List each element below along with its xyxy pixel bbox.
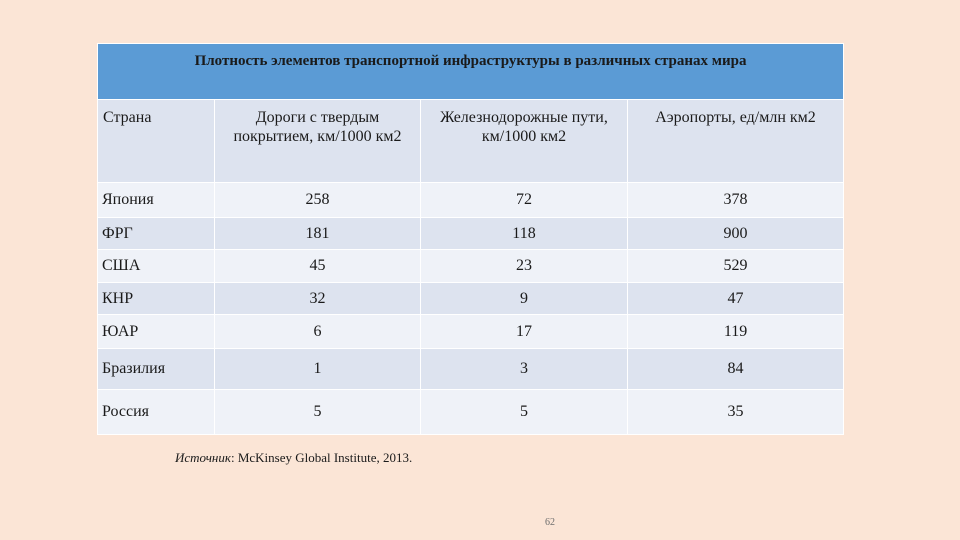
- cell-roads: 258: [214, 182, 421, 218]
- header-railways: Железнодорожные пути, км/1000 км2: [420, 99, 628, 183]
- cell-roads: 32: [214, 282, 421, 315]
- cell-railways: 72: [420, 182, 628, 218]
- table-row: США 45 23 529: [97, 249, 845, 283]
- cell-country: Япония: [97, 182, 215, 218]
- cell-railways: 17: [420, 314, 628, 349]
- cell-roads: 6: [214, 314, 421, 349]
- cell-airports: 529: [626, 249, 845, 283]
- source-note: Источник: McKinsey Global Institute, 201…: [175, 450, 412, 466]
- cell-roads: 5: [214, 389, 421, 435]
- cell-airports: 84: [626, 348, 845, 390]
- cell-airports: 378: [626, 182, 845, 218]
- cell-airports: 35: [626, 389, 845, 435]
- table-row: Бразилия 1 3 84: [97, 348, 845, 390]
- cell-country: США: [97, 249, 215, 283]
- table-title-row: Плотность элементов транспортной инфраст…: [96, 43, 845, 100]
- source-text: : McKinsey Global Institute, 2013.: [230, 450, 413, 465]
- cell-country: ЮАР: [97, 314, 215, 349]
- cell-railways: 5: [420, 389, 628, 435]
- cell-railways: 118: [420, 217, 628, 250]
- table-header-row: Страна Дороги с твердым покрытием, км/10…: [97, 99, 845, 183]
- infrastructure-table: Плотность элементов транспортной инфраст…: [96, 43, 845, 435]
- table-row: КНР 32 9 47: [97, 282, 845, 315]
- table-title: Плотность элементов транспортной инфраст…: [96, 43, 845, 100]
- cell-railways: 23: [420, 249, 628, 283]
- cell-airports: 119: [626, 314, 845, 349]
- header-country: Страна: [97, 99, 215, 183]
- cell-roads: 181: [214, 217, 421, 250]
- header-roads: Дороги с твердым покрытием, км/1000 км2: [214, 99, 421, 183]
- cell-airports: 47: [626, 282, 845, 315]
- table-row: ЮАР 6 17 119: [97, 314, 845, 349]
- cell-country: КНР: [97, 282, 215, 315]
- cell-country: Россия: [97, 389, 215, 435]
- table-row: Япония 258 72 378: [97, 182, 845, 218]
- cell-country: Бразилия: [97, 348, 215, 390]
- cell-country: ФРГ: [97, 217, 215, 250]
- cell-roads: 45: [214, 249, 421, 283]
- cell-roads: 1: [214, 348, 421, 390]
- cell-railways: 3: [420, 348, 628, 390]
- source-label: Источник: [175, 450, 231, 465]
- table-row: ФРГ 181 118 900: [97, 217, 845, 250]
- table-row: Россия 5 5 35: [97, 389, 845, 435]
- page-number: 62: [545, 517, 555, 528]
- cell-railways: 9: [420, 282, 628, 315]
- header-airports: Аэропорты, ед/млн км2: [626, 99, 845, 183]
- cell-airports: 900: [626, 217, 845, 250]
